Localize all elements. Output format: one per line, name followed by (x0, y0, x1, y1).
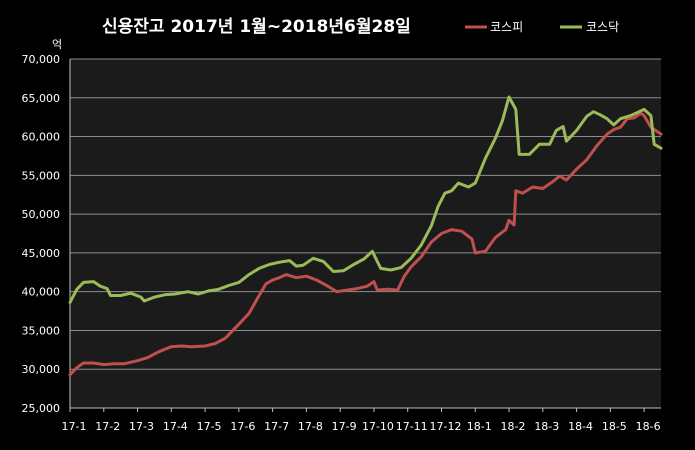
x-tick-label: 17-1 (62, 420, 87, 433)
series-line-kosdaq (68, 95, 663, 304)
y-tick-label: 45,000 (22, 247, 61, 260)
x-tick-label: 17-3 (129, 420, 154, 433)
x-axis-ticks: 17-1 17-2 17-3 17-4 17-5 17-6 17-7 17-8 17-9 17-1… (62, 408, 661, 433)
y-tick-label: 30,000 (22, 363, 61, 376)
legend-label-kosdaq: 코스닥 (586, 20, 619, 34)
y-tick-label: 40,000 (22, 286, 61, 299)
x-tick-label: 17-2 (95, 420, 120, 433)
x-tick-label: 17-5 (197, 420, 222, 433)
y-tick-label: 25,000 (22, 402, 61, 415)
x-tick-label: 17-6 (230, 420, 255, 433)
y-tick-label: 55,000 (22, 169, 61, 182)
x-tick-label: 17-12 (430, 420, 462, 433)
series-group (68, 95, 663, 377)
y-axis-unit-label: 억 (52, 38, 62, 51)
y-tick-label: 65,000 (22, 92, 61, 105)
y-tick-label: 60,000 (22, 131, 61, 144)
legend-label-kospi: 코스피 (490, 20, 523, 34)
x-tick-label: 18-4 (568, 420, 593, 433)
x-tick-label: 18-5 (602, 420, 627, 433)
x-tick-label: 17-11 (396, 420, 428, 433)
x-tick-label: 17-8 (298, 420, 323, 433)
x-tick-label: 17-7 (264, 420, 289, 433)
y-tick-label: 35,000 (22, 324, 61, 337)
x-tick-label: 18-6 (636, 420, 661, 433)
y-tick-label: 70,000 (22, 53, 61, 66)
y-tick-label: 50,000 (22, 208, 61, 221)
x-tick-label: 18-3 (534, 420, 559, 433)
legend: 코스피 코스닥 (465, 20, 619, 34)
x-tick-label: 17-9 (332, 420, 357, 433)
series-line-kospi (68, 111, 663, 377)
y-axis-ticks: 25,000 30,000 35,000 40,000 45,000 50,000 55,0… (22, 53, 61, 415)
x-tick-label: 17-4 (163, 420, 188, 433)
x-tick-label: 18-2 (501, 420, 526, 433)
x-tick-label: 17-10 (362, 420, 394, 433)
x-tick-label: 18-1 (467, 420, 492, 433)
chart-title: 신용잔고 2017년 1월~2018년6월28일 (102, 17, 411, 37)
grid-lines (69, 58, 661, 409)
plot-area (70, 59, 661, 408)
